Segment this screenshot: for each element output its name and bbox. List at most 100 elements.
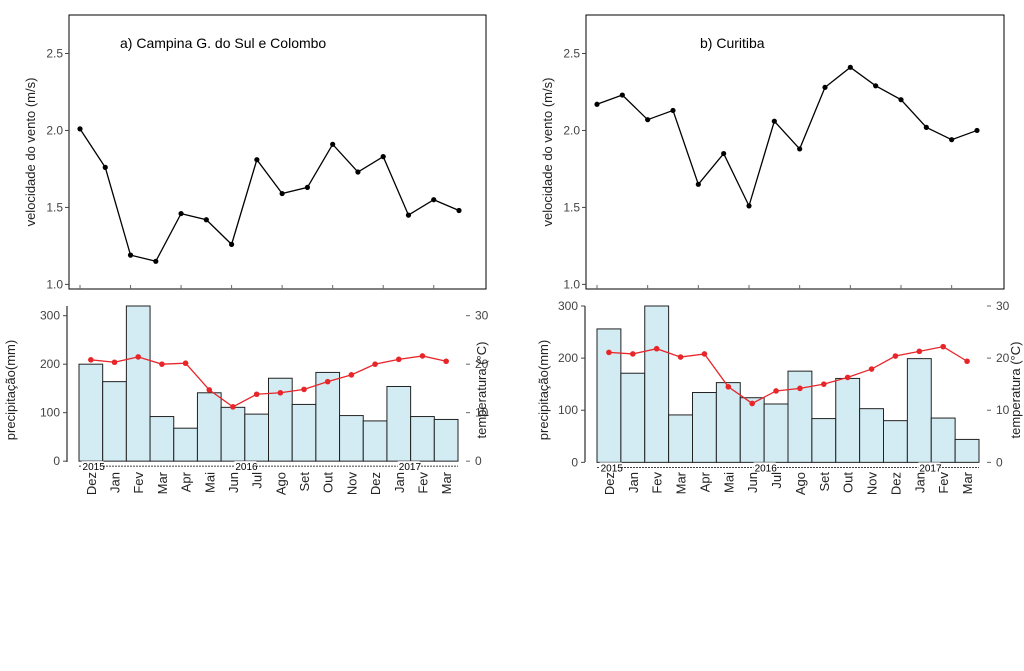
temperature-point	[701, 351, 708, 357]
temp-y-axis-label: temperatura (°C)	[1008, 342, 1023, 439]
wind-point	[380, 154, 386, 160]
precip-bar	[173, 427, 198, 462]
temperature-point	[88, 357, 94, 363]
year-label: 2017	[399, 462, 422, 473]
precip-bar	[410, 416, 435, 462]
month-label: Set	[817, 472, 832, 492]
month-label: Mar	[155, 471, 170, 494]
wind-point	[873, 83, 879, 89]
month-label: Jan	[392, 472, 407, 493]
year-label-bg	[397, 461, 420, 472]
wind-point	[229, 241, 235, 247]
month-label: Ago	[273, 472, 288, 495]
wind-point	[102, 164, 108, 170]
precip-bar	[291, 403, 317, 462]
precip-bar	[196, 392, 222, 462]
precip-bar	[149, 416, 175, 462]
y-tick-label: 2.5	[563, 46, 580, 60]
precip-bar	[125, 305, 151, 462]
precip-bar	[763, 403, 789, 463]
year-label: 2016	[235, 462, 258, 473]
temperature-point	[419, 353, 426, 359]
plot-border	[585, 14, 1005, 290]
month-label: Mai	[202, 472, 217, 493]
month-label: Mar	[439, 471, 454, 494]
precip-bar	[668, 414, 693, 463]
month-label: Fev	[936, 472, 951, 494]
precip-bar	[859, 408, 884, 463]
y2-tick-label: 20	[475, 357, 489, 371]
y-tick-label: 0	[571, 455, 578, 469]
precip-bar	[78, 363, 104, 462]
wind-point	[254, 157, 260, 163]
y2-tick-label: 0	[996, 455, 1003, 469]
wind-point	[746, 203, 752, 209]
precip-y-axis-label: precipitação(mm)	[536, 340, 551, 440]
wind-point	[847, 64, 853, 70]
temperature-point	[821, 381, 827, 387]
precip-bar	[715, 382, 741, 463]
wind-point	[695, 181, 701, 187]
precip-bar	[315, 371, 341, 462]
y-tick-label: 2.0	[46, 123, 63, 137]
y-tick-label: 2.0	[563, 123, 580, 137]
wind-point	[330, 141, 336, 147]
temperature-point	[253, 391, 260, 398]
temperature-line	[608, 345, 968, 405]
y-tick-label: 1.5	[563, 200, 580, 214]
wind-point	[431, 197, 437, 203]
temperature-point	[606, 349, 612, 356]
wind-point	[153, 258, 159, 264]
month-label: Dez	[368, 472, 383, 495]
temperature-point	[206, 387, 213, 393]
plot-border	[68, 14, 487, 290]
wind-point	[949, 137, 955, 143]
wind-panel-a: 1.0 1.5 2.0 2.5 velocidade do vento (m/s) a) …	[23, 14, 487, 291]
year-label-bg	[753, 462, 776, 473]
wind-point	[923, 124, 929, 130]
precip-bar	[930, 417, 956, 463]
month-label: Mai	[721, 472, 736, 493]
wind-point	[203, 217, 209, 223]
month-label: Fev	[415, 472, 430, 494]
wind-point	[974, 127, 980, 134]
wind-point	[721, 150, 727, 157]
temperature-point	[653, 345, 660, 352]
wind-series-line	[79, 128, 460, 263]
precip-bar	[596, 328, 622, 463]
month-label: Jun	[745, 472, 760, 493]
precip-bar	[835, 377, 861, 463]
wind-point	[670, 107, 676, 114]
y2-tick-label: 30	[475, 309, 489, 323]
precip-bar	[386, 385, 412, 462]
temperature-line	[90, 355, 447, 408]
wind-series-line	[596, 66, 978, 208]
temperature-point	[630, 351, 636, 357]
precip-bar	[339, 415, 364, 462]
wind-point	[645, 117, 651, 123]
temperature-point	[443, 358, 449, 365]
y2-tick-label: 10	[475, 406, 489, 420]
y-tick-label: 1.5	[46, 200, 63, 214]
temperature-point	[749, 400, 755, 407]
wind-point	[771, 118, 777, 124]
precip-bar	[906, 358, 932, 463]
wind-y-axis-label: velocidade do vento (m/s)	[540, 78, 555, 227]
year-label-bg	[81, 461, 104, 472]
y2-tick-label: 0	[475, 454, 482, 468]
temperature-point	[773, 388, 779, 394]
precip-bar	[883, 420, 908, 463]
y-tick-label: 200	[40, 357, 60, 371]
year-label: 2016	[755, 463, 778, 474]
temperature-point	[159, 361, 165, 367]
precip-y-axis-label: precipitação(mm)	[3, 340, 18, 440]
y-tick-label: 300	[40, 309, 60, 323]
wind-point	[619, 92, 625, 98]
wind-point	[594, 101, 600, 107]
month-label: Jun	[226, 472, 241, 493]
panel-title: a) Campina G. do Sul e Colombo	[120, 35, 326, 51]
y-tick-label: 2.5	[46, 46, 63, 60]
wind-point	[127, 252, 134, 258]
wind-y-axis-label: velocidade do vento (m/s)	[23, 78, 38, 227]
month-label: Jan	[912, 472, 927, 493]
